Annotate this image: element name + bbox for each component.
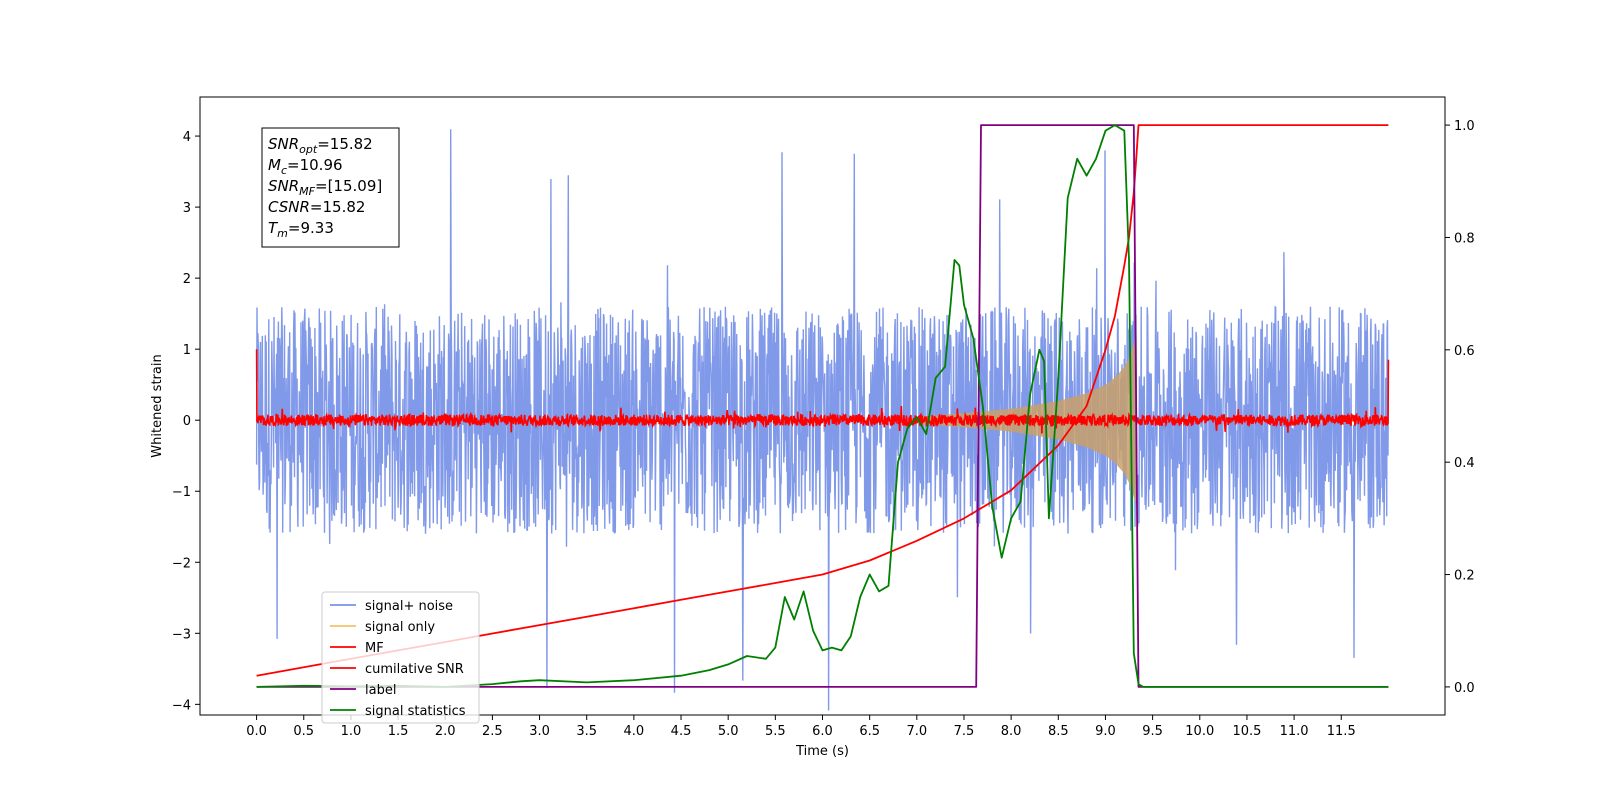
y-tick-label: 1 — [183, 343, 191, 358]
y2-tick-label: 0.8 — [1454, 231, 1475, 246]
legend-label: signal statistics — [365, 704, 466, 719]
y-tick-label: 4 — [183, 130, 191, 145]
x-tick-label: 9.5 — [1142, 724, 1163, 739]
x-tick-label: 0.0 — [246, 724, 267, 739]
y2-tick-label: 0.4 — [1454, 456, 1475, 471]
x-tick-label: 8.0 — [1001, 724, 1022, 739]
annotation-box: SNRopt=15.82Mc=10.96SNRMF=[15.09]CSNR=15… — [261, 127, 400, 248]
series-line — [255, 129, 1390, 711]
legend-entry: signal+ noise — [330, 599, 453, 614]
x-tick-label: 6.0 — [812, 724, 833, 739]
y-tick-label: −3 — [172, 627, 191, 642]
y-tick-label: −4 — [172, 698, 191, 713]
x-tick-label: 1.0 — [341, 724, 362, 739]
y-tick-label: −2 — [172, 556, 191, 571]
x-tick-label: 9.0 — [1095, 724, 1116, 739]
annotation-line: SNRMF=[15.09] — [268, 177, 382, 198]
y-tick-label: 2 — [183, 272, 191, 287]
legend-entry: signal only — [330, 620, 435, 635]
series-line — [255, 349, 1390, 434]
x-tick-label: 3.5 — [576, 724, 597, 739]
x-axis-label: Time (s) — [795, 744, 849, 759]
x-tick-label: 4.5 — [671, 724, 692, 739]
x-tick-label: 2.0 — [435, 724, 456, 739]
x-tick-label: 6.5 — [859, 724, 880, 739]
annotation-line: Mc=10.96 — [268, 156, 343, 177]
y2-tick-label: 0.2 — [1454, 569, 1475, 584]
legend-label: label — [365, 683, 396, 698]
y-axis-left: −4 −3 −2 −1 0 1 2 3 4 — [172, 130, 200, 713]
x-tick-label: 7.5 — [954, 724, 975, 739]
x-tick-label: 2.5 — [482, 724, 503, 739]
x-tick-label: 5.0 — [718, 724, 739, 739]
x-tick-label: 5.5 — [765, 724, 786, 739]
x-tick-label: 11.5 — [1327, 724, 1356, 739]
legend: signal+ noise signal only MF cumilative SNR… — [321, 591, 480, 724]
x-tick-label: 11.0 — [1280, 724, 1309, 739]
x-tick-label: 10.5 — [1232, 724, 1261, 739]
y2-tick-label: 0.6 — [1454, 344, 1475, 359]
y2-tick-label: 0.0 — [1454, 681, 1475, 696]
annotation-line: SNRopt=15.82 — [268, 135, 373, 156]
annotation-frame — [261, 127, 400, 248]
x-tick-label: 4.0 — [624, 724, 645, 739]
legend-entry: MF — [330, 641, 384, 656]
x-tick-label: 3.0 — [529, 724, 550, 739]
x-tick-label: 8.5 — [1048, 724, 1069, 739]
legend-label: signal+ noise — [365, 599, 453, 614]
x-axis: 0.0 0.5 1.0 1.5 2.0 2.5 3.0 3.5 4.0 4.5 5.0 5.5 6.0 6… — [246, 715, 1356, 739]
series-signal-statistics — [256, 124, 1389, 688]
legend-label: signal only — [365, 620, 435, 635]
y-axis-right: 0.0 0.2 0.4 0.6 0.8 1.0 — [1445, 119, 1475, 696]
series-line — [256, 124, 1389, 688]
x-tick-label: 1.5 — [388, 724, 409, 739]
y-tick-label: −1 — [172, 485, 191, 500]
x-tick-label: 0.5 — [293, 724, 314, 739]
legend-label: cumilative SNR — [365, 662, 464, 677]
series-mf — [255, 349, 1390, 434]
y-tick-label: 3 — [183, 201, 191, 216]
y-axis-label: Whitened strain — [150, 354, 165, 457]
annotation-line: CSNR=15.82 — [268, 198, 365, 216]
x-tick-label: 10.0 — [1185, 724, 1214, 739]
y2-tick-label: 1.0 — [1454, 119, 1475, 134]
legend-entry: cumilative SNR — [330, 662, 464, 677]
legend-entry: label — [330, 683, 396, 698]
y-tick-label: 0 — [183, 414, 191, 429]
series-signal-noise — [255, 129, 1390, 711]
annotation-line: Tm=9.33 — [268, 219, 334, 240]
legend-label: MF — [365, 641, 384, 656]
x-tick-label: 7.0 — [906, 724, 927, 739]
legend-frame — [321, 591, 480, 724]
legend-entry: signal statistics — [330, 704, 466, 719]
